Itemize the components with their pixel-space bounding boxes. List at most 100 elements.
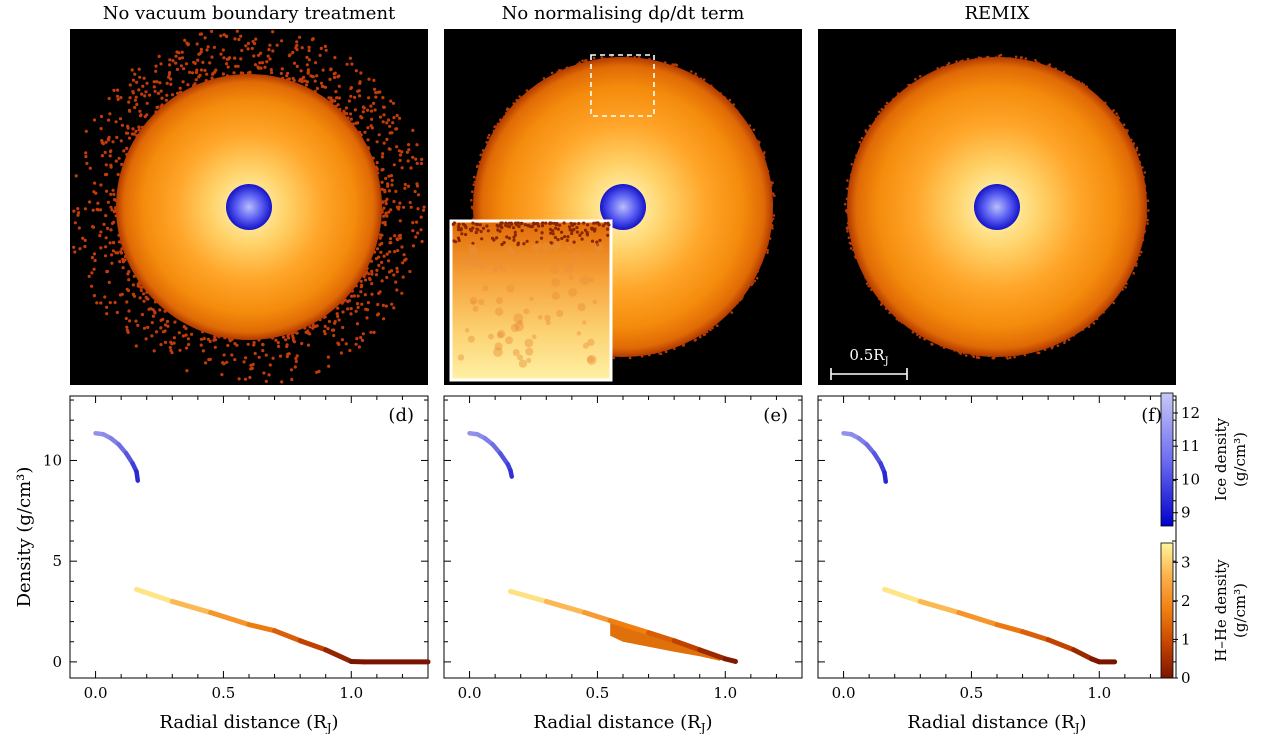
inset-particle [570, 231, 574, 236]
y-tick-label: 5 [52, 552, 62, 570]
escaped-particle [315, 86, 319, 91]
escaped-particle [374, 91, 378, 95]
escaped-particle [384, 176, 388, 181]
escaped-particle [256, 53, 261, 57]
escaped-particle [367, 272, 371, 276]
escaped-particle [416, 193, 421, 197]
panel-title: No normalising dρ/dt term [502, 3, 745, 24]
escaped-particle [411, 229, 415, 233]
x-tick-label: 1.0 [713, 684, 737, 702]
escaped-particle [177, 331, 181, 335]
image-panel-label: (b) [762, 42, 788, 63]
escaped-particle [369, 109, 374, 113]
plot-frame [817, 395, 1177, 679]
inset-plume [556, 309, 564, 317]
escaped-particle [259, 51, 263, 55]
escaped-particle [109, 163, 113, 167]
escaped-particle [110, 253, 114, 257]
escaped-particle [387, 174, 391, 178]
escaped-particle [381, 96, 385, 100]
inset-particle [540, 231, 544, 235]
escaped-particle [295, 354, 299, 358]
escaped-particle [105, 269, 110, 274]
escaped-particle [306, 71, 310, 75]
escaped-particle [107, 280, 111, 284]
escaped-particle [398, 219, 402, 223]
escaped-particle [110, 261, 114, 265]
inset-plume [482, 285, 489, 292]
escaped-particle [138, 296, 142, 300]
edge-particle [728, 98, 732, 102]
edge-particle [1124, 286, 1127, 289]
escaped-particle [392, 116, 396, 120]
escaped-particle [159, 62, 163, 66]
hhe-density-curve [543, 598, 588, 616]
escaped-particle [375, 161, 379, 165]
escaped-particle [395, 288, 399, 292]
x-axis-label-sub: J [699, 721, 706, 734]
escaped-particle [268, 363, 272, 367]
escaped-particle [378, 236, 382, 240]
inset-plume [582, 342, 589, 349]
escaped-particle [393, 234, 397, 238]
escaped-particle [99, 246, 103, 250]
colorbar-bar [1160, 392, 1174, 527]
escaped-particle [290, 377, 294, 382]
inset-particle [459, 227, 463, 231]
edge-particle [1147, 209, 1150, 212]
escaped-particle [395, 205, 399, 209]
inset-plume [516, 354, 524, 361]
escaped-particle [379, 250, 383, 254]
escaped-particle [127, 136, 132, 140]
escaped-particle [289, 368, 294, 372]
escaped-particle [219, 52, 223, 56]
escaped-particle [329, 68, 333, 72]
hhe-density-curve [881, 586, 923, 604]
escaped-particle [109, 205, 113, 209]
inset-particle [565, 238, 569, 242]
escaped-particle [398, 233, 402, 237]
x-axis-label-sub: J [1073, 721, 1080, 734]
inset-particle [549, 231, 553, 235]
escaped-particle [356, 294, 360, 298]
escaped-particle [398, 158, 402, 163]
escaped-particle [175, 50, 179, 54]
inset-plume [465, 328, 470, 333]
escaped-particle [96, 208, 100, 212]
edge-particle [690, 70, 693, 73]
escaped-particle [182, 325, 186, 329]
escaped-particle [74, 174, 78, 178]
escaped-particle [112, 192, 116, 196]
inset-plume [549, 264, 560, 275]
escaped-particle [239, 34, 243, 38]
ice-density-curve [882, 470, 889, 484]
escaped-particle [348, 56, 352, 60]
escaped-particle [104, 140, 108, 144]
escaped-particle [131, 78, 136, 82]
inset-particle [513, 230, 517, 234]
inset-particle [515, 222, 519, 226]
inset-particle [585, 233, 590, 237]
escaped-particle [197, 52, 201, 56]
escaped-particle [168, 58, 172, 62]
escaped-particle [131, 90, 135, 94]
escaped-particle [76, 213, 80, 217]
escaped-particle [349, 86, 353, 90]
inset-particle [601, 224, 605, 228]
escaped-particle [124, 131, 129, 135]
escaped-particle [394, 127, 398, 131]
edge-particle [581, 59, 584, 63]
escaped-particle [222, 353, 226, 357]
escaped-particle [175, 67, 179, 71]
escaped-particle [261, 342, 265, 346]
escaped-particle [77, 211, 81, 215]
x-axis-label: Radial distance (RJ) [533, 712, 712, 734]
inset-particle [502, 241, 506, 245]
hhe-density-curve [582, 610, 613, 624]
escaped-particle [123, 258, 127, 262]
escaped-particle [348, 348, 352, 353]
hhe-density-curve [1071, 647, 1095, 662]
escaped-particle [382, 113, 386, 117]
escaped-particle [167, 72, 171, 76]
escaped-particle [106, 226, 110, 230]
